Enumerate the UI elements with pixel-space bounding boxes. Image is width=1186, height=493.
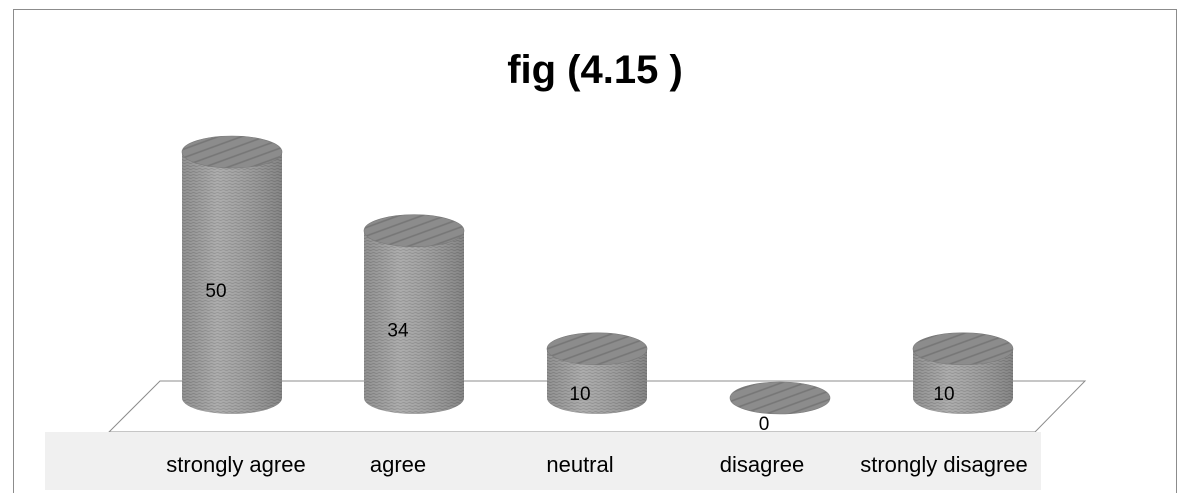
bar-top (912, 332, 1014, 366)
bar-top (729, 381, 831, 415)
category-label: neutral (546, 452, 613, 477)
bar-shading (547, 348, 647, 414)
bar-top (181, 135, 283, 169)
category-axis-band (45, 432, 1041, 490)
chart-title: fig (4.15 ) (507, 48, 683, 92)
bar-neutral (546, 332, 648, 414)
bar-strongly-disagree (912, 332, 1014, 414)
data-label: 10 (569, 384, 590, 405)
bar-agree (363, 214, 465, 414)
data-label: 0 (759, 414, 770, 435)
bar-shading (182, 152, 282, 414)
category-label: strongly agree (166, 452, 305, 477)
category-label: strongly disagree (860, 452, 1028, 477)
data-label: 10 (933, 384, 954, 405)
bar-top (363, 214, 465, 248)
data-label: 50 (205, 281, 226, 302)
bar-strongly-agree (181, 135, 283, 414)
data-label: 34 (387, 320, 409, 341)
bar-shading (913, 348, 1013, 414)
bar-top (546, 332, 648, 366)
bar-shading (364, 230, 464, 414)
bar-disagree (729, 381, 831, 415)
category-label: disagree (720, 452, 804, 477)
category-label: agree (370, 452, 426, 477)
